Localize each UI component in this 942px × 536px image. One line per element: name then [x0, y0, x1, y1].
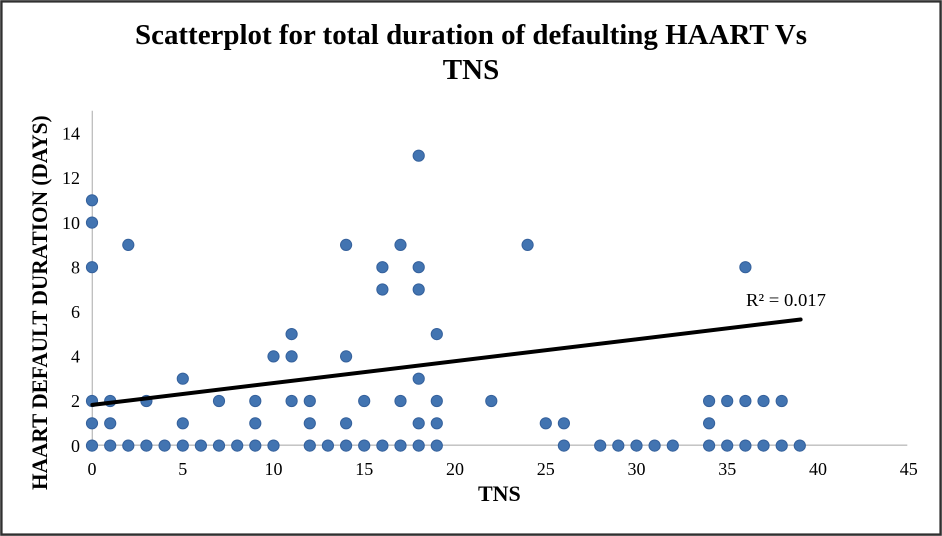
svg-text:5: 5 [178, 459, 187, 479]
svg-text:2: 2 [71, 391, 80, 411]
svg-text:6: 6 [71, 302, 80, 322]
svg-text:R² = 0.017: R² = 0.017 [746, 290, 826, 310]
svg-text:Scatterplot for total duration: Scatterplot for total duration of defaul… [135, 19, 807, 51]
svg-text:HAART DEFAULT DURATION (DAYS): HAART DEFAULT DURATION (DAYS) [27, 115, 52, 490]
svg-text:0: 0 [88, 459, 97, 479]
svg-text:20: 20 [446, 459, 464, 479]
svg-text:4: 4 [71, 347, 80, 367]
svg-text:14: 14 [62, 124, 80, 144]
svg-text:10: 10 [265, 459, 283, 479]
svg-text:40: 40 [809, 459, 827, 479]
svg-text:25: 25 [537, 459, 555, 479]
svg-text:8: 8 [71, 257, 80, 277]
svg-text:30: 30 [628, 459, 646, 479]
svg-text:0: 0 [71, 436, 80, 456]
svg-text:45: 45 [900, 459, 918, 479]
svg-text:15: 15 [355, 459, 373, 479]
svg-text:TNS: TNS [478, 481, 521, 506]
svg-text:35: 35 [718, 459, 736, 479]
svg-text:TNS: TNS [443, 54, 499, 86]
svg-text:10: 10 [62, 213, 80, 233]
svg-text:12: 12 [62, 168, 80, 188]
